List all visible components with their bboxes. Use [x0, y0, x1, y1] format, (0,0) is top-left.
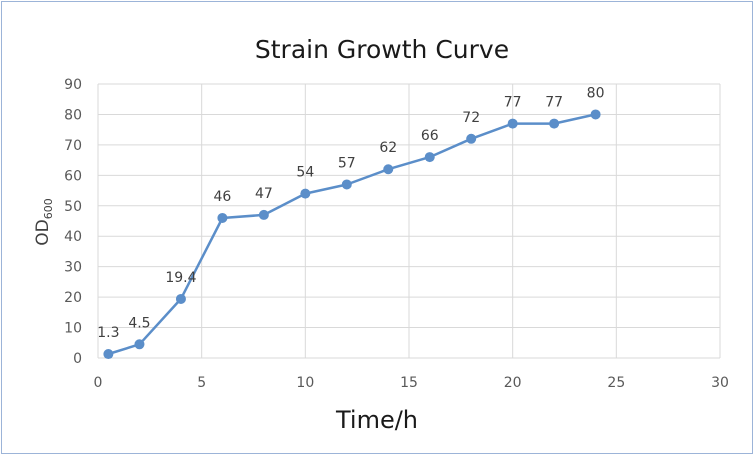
data-label: 80 — [587, 85, 605, 101]
data-point — [217, 212, 228, 223]
data-point — [341, 179, 352, 190]
data-label: 46 — [213, 189, 231, 205]
y-tick-label: 70 — [64, 138, 82, 154]
data-point — [258, 209, 269, 220]
y-tick-label: 50 — [64, 199, 82, 215]
x-axis-label: Time/h — [335, 406, 418, 434]
y-tick-label: 30 — [64, 260, 82, 276]
data-point — [590, 109, 601, 120]
data-label: 77 — [545, 95, 563, 111]
data-label: 19.4 — [165, 270, 196, 286]
y-axis-ticks: 0 10 20 30 40 50 60 70 80 90 — [64, 77, 82, 367]
data-point — [424, 152, 435, 163]
data-point — [507, 118, 518, 129]
x-tick-label: 20 — [504, 375, 522, 391]
data-point — [466, 133, 477, 144]
series-growth — [103, 109, 601, 360]
y-axis-label: OD600 — [33, 198, 55, 245]
data-label: 4.5 — [128, 315, 150, 331]
x-axis-ticks: 0 5 10 15 20 25 30 — [94, 375, 729, 391]
y-tick-label: 90 — [64, 77, 82, 93]
data-point — [175, 293, 186, 304]
chart-title: Strain Growth Curve — [255, 35, 509, 64]
data-labels: 1.3 4.5 19.4 46 47 54 57 62 66 72 77 77 80 — [97, 85, 604, 341]
x-tick-label: 30 — [711, 375, 729, 391]
data-label: 62 — [379, 140, 397, 156]
data-label: 77 — [504, 95, 522, 111]
y-tick-label: 10 — [64, 321, 82, 337]
data-point — [383, 164, 394, 175]
series-line — [108, 113, 596, 356]
data-label: 57 — [338, 155, 356, 171]
x-tick-label: 0 — [94, 375, 103, 391]
y-axis-label-main: OD — [33, 219, 53, 245]
gridlines — [97, 83, 721, 359]
data-label: 66 — [421, 128, 439, 144]
data-point — [300, 188, 311, 199]
y-tick-label: 80 — [64, 107, 82, 123]
y-tick-label: 0 — [73, 351, 82, 367]
x-tick-label: 10 — [296, 375, 314, 391]
y-tick-label: 40 — [64, 229, 82, 245]
y-axis-label-subscript: 600 — [42, 198, 55, 219]
data-point — [549, 118, 560, 129]
data-label: 47 — [255, 186, 273, 202]
x-tick-label: 5 — [197, 375, 206, 391]
x-tick-label: 15 — [400, 375, 418, 391]
y-tick-label: 60 — [64, 168, 82, 184]
data-point — [134, 339, 145, 350]
data-label: 72 — [462, 110, 480, 126]
data-label: 1.3 — [97, 325, 119, 341]
data-point — [103, 349, 114, 360]
y-tick-label: 20 — [64, 290, 82, 306]
x-tick-label: 25 — [607, 375, 625, 391]
data-label: 54 — [296, 165, 314, 181]
